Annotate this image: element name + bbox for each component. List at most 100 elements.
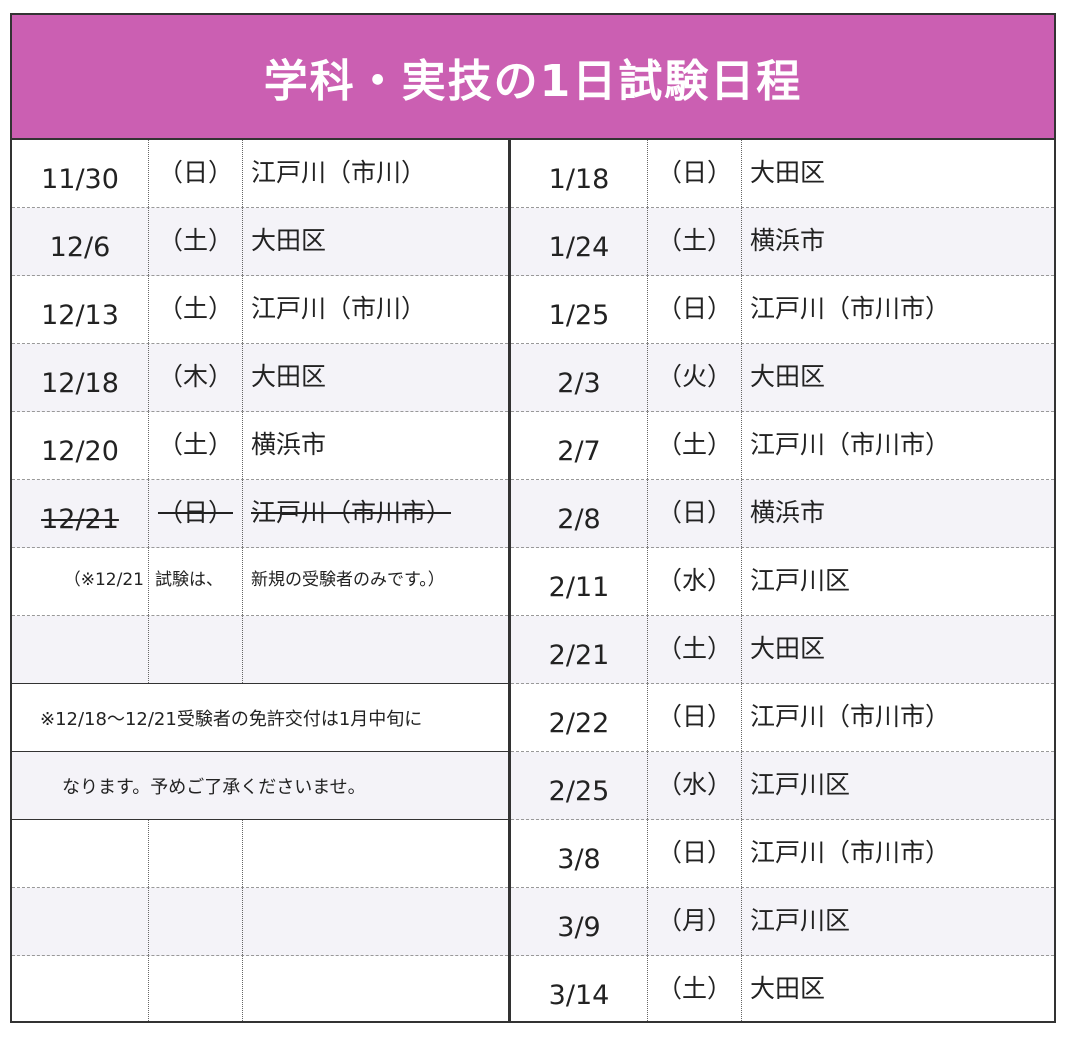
note-part-1: （※12/21	[63, 570, 144, 590]
table-row: 12/13 （土） 江戸川（市川）	[12, 276, 508, 344]
exam-weekday: （土）	[647, 616, 741, 683]
table-row: 2/25 （水） 江戸川区	[511, 752, 1054, 820]
empty-cell	[242, 888, 508, 955]
exam-place: 大田区	[242, 208, 508, 275]
left-schedule-column: 11/30 （日） 江戸川（市川） 12/6 （土） 大田区 12/13 （土）…	[12, 140, 508, 1021]
cancelled-weekday: （日）	[157, 498, 233, 527]
empty-cell	[148, 956, 242, 1021]
table-row: 3/8 （日） 江戸川（市川市）	[511, 820, 1054, 888]
exam-weekday: （日）	[647, 480, 741, 547]
exam-place: 江戸川（市川市）	[741, 276, 1054, 343]
table-row: 1/24 （土） 横浜市	[511, 208, 1054, 276]
table-row: 1/18 （日） 大田区	[511, 140, 1054, 208]
empty-row	[12, 888, 508, 956]
empty-cell	[148, 888, 242, 955]
exam-place: 大田区	[741, 344, 1054, 411]
exam-date: 2/21	[548, 640, 610, 671]
exam-weekday: （日）	[647, 276, 741, 343]
table-row: 2/21 （土） 大田区	[511, 616, 1054, 684]
exam-date: 1/18	[548, 164, 610, 195]
exam-date: 1/24	[548, 232, 610, 263]
exam-date: 2/25	[548, 776, 610, 807]
notice-text-1: ※12/18〜12/21受験者の免許交付は1月中旬に	[40, 708, 423, 730]
exam-date: 2/8	[557, 504, 601, 535]
exam-weekday: （土）	[647, 208, 741, 275]
exam-date: 2/22	[548, 708, 610, 739]
schedule-table: 学科・実技の1日試験日程 11/30 （日） 江戸川（市川） 12/6 （土） …	[10, 13, 1056, 1023]
exam-date: 2/3	[557, 368, 601, 399]
exam-date: 11/30	[41, 164, 119, 195]
exam-date: 3/9	[557, 912, 601, 943]
empty-cell	[148, 820, 242, 887]
exam-place: 大田区	[741, 956, 1054, 1021]
cancelled-date: 12/21	[41, 504, 119, 535]
column-divider	[508, 140, 511, 1021]
exam-place: 大田区	[741, 616, 1054, 683]
exam-weekday: （水）	[647, 548, 741, 615]
table-row: 12/20 （土） 横浜市	[12, 412, 508, 480]
exam-weekday: （日）	[647, 684, 741, 751]
exam-place: 大田区	[242, 344, 508, 411]
exam-weekday: （土）	[647, 956, 741, 1021]
table-row: 1/25 （日） 江戸川（市川市）	[511, 276, 1054, 344]
exam-date: 12/13	[41, 300, 119, 331]
exam-place: 江戸川（市川市）	[741, 412, 1054, 479]
exam-weekday: （月）	[647, 888, 741, 955]
table-row: 3/9 （月） 江戸川区	[511, 888, 1054, 956]
table-row: 12/6 （土） 大田区	[12, 208, 508, 276]
exam-weekday: （土）	[647, 412, 741, 479]
table-row: 2/3 （火） 大田区	[511, 344, 1054, 412]
exam-place: 江戸川区	[741, 888, 1054, 955]
exam-place: 江戸川区	[741, 752, 1054, 819]
exam-weekday: （日）	[647, 140, 741, 207]
exam-weekday: （日）	[647, 820, 741, 887]
empty-cell	[12, 888, 148, 955]
exam-place: 江戸川（市川市）	[242, 480, 508, 547]
exam-weekday: （水）	[647, 752, 741, 819]
exam-date: 3/8	[557, 844, 601, 875]
exam-date: 2/11	[548, 572, 610, 603]
empty-cell	[12, 956, 148, 1021]
exam-place: 江戸川（市川市）	[741, 684, 1054, 751]
table-row: 11/30 （日） 江戸川（市川）	[12, 140, 508, 208]
exam-weekday: （日）	[148, 140, 242, 207]
exam-weekday: （土）	[148, 412, 242, 479]
note-row: （※12/21 試験は、 新規の受験者のみです。）	[12, 548, 508, 616]
exam-place: 江戸川（市川市）	[741, 820, 1054, 887]
page-title: 学科・実技の1日試験日程	[263, 55, 803, 107]
empty-row	[12, 820, 508, 888]
notice-text-2: なります。予めご了承くださいませ。	[62, 776, 366, 798]
table-row: 2/8 （日） 横浜市	[511, 480, 1054, 548]
empty-row	[12, 956, 508, 1021]
table-row-cancelled: 12/21 （日） 江戸川（市川市）	[12, 480, 508, 548]
exam-date: 2/7	[557, 436, 601, 467]
table-row: 3/14 （土） 大田区	[511, 956, 1054, 1021]
exam-date: 12/6	[49, 232, 111, 263]
right-schedule-column: 1/18 （日） 大田区 1/24 （土） 横浜市 1/25 （日） 江戸川（市…	[511, 140, 1054, 1021]
table-row: 2/7 （土） 江戸川（市川市）	[511, 412, 1054, 480]
exam-date: 12/20	[41, 436, 119, 467]
exam-weekday: （木）	[148, 344, 242, 411]
exam-place: 江戸川区	[741, 548, 1054, 615]
exam-weekday: （土）	[148, 208, 242, 275]
empty-row	[12, 616, 508, 684]
empty-cell	[12, 820, 148, 887]
exam-date: 1/25	[548, 300, 610, 331]
table-row: 2/22 （日） 江戸川（市川市）	[511, 684, 1054, 752]
exam-place: 江戸川（市川）	[242, 276, 508, 343]
table-header: 学科・実技の1日試験日程	[12, 15, 1054, 140]
empty-cell	[242, 616, 508, 683]
exam-weekday: （火）	[647, 344, 741, 411]
empty-cell	[242, 956, 508, 1021]
note-part-2: 試験は、	[148, 548, 242, 615]
notice-line-1: ※12/18〜12/21受験者の免許交付は1月中旬に	[12, 684, 508, 752]
exam-date: 3/14	[548, 980, 610, 1011]
exam-weekday: （日）	[148, 480, 242, 547]
empty-cell	[148, 616, 242, 683]
exam-place: 横浜市	[741, 208, 1054, 275]
exam-place: 横浜市	[741, 480, 1054, 547]
empty-cell	[242, 820, 508, 887]
exam-place: 大田区	[741, 140, 1054, 207]
exam-weekday: （土）	[148, 276, 242, 343]
exam-place: 横浜市	[242, 412, 508, 479]
